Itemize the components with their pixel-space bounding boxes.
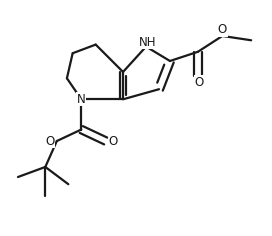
- Text: NH: NH: [139, 36, 156, 49]
- Text: N: N: [77, 93, 86, 106]
- Text: O: O: [194, 76, 203, 88]
- Text: O: O: [45, 135, 54, 148]
- Text: O: O: [218, 23, 227, 36]
- Text: O: O: [108, 135, 118, 148]
